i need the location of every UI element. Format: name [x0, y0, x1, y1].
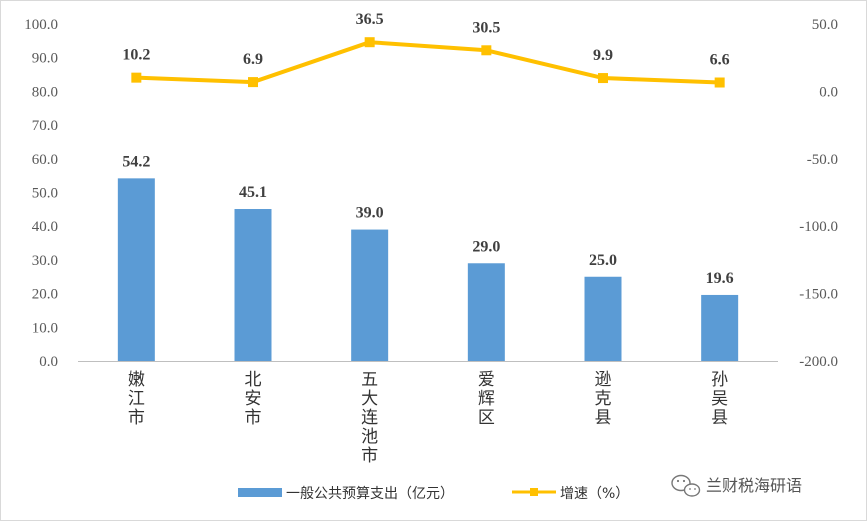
y-right-tick-label: 0.0 — [819, 84, 838, 100]
y-left-tick-label: 50.0 — [32, 186, 58, 202]
bar-孙吴县 — [701, 294, 739, 361]
legend-swatch-bar — [238, 488, 282, 497]
bar-五大连池市 — [351, 229, 389, 361]
y-left-tick-label: 10.0 — [32, 320, 58, 336]
legend-label-bar: 一般公共预算支出（亿元） — [286, 486, 454, 502]
y-right-tick-label: -50.0 — [807, 152, 838, 168]
bar-北安市 — [234, 209, 272, 361]
bar-逊克县 — [584, 276, 622, 361]
x-tick-label: 爱辉区 — [478, 370, 495, 428]
x-tick-label: 北安市 — [245, 370, 262, 428]
x-tick-label: 嫩江市 — [128, 370, 145, 428]
growth-data-label: 10.2 — [122, 47, 150, 64]
watermark: 兰财税海研语 — [671, 474, 802, 497]
x-tick-label: 孙吴县 — [711, 370, 728, 428]
y-right-tick-label: -150.0 — [799, 287, 838, 303]
x-tick-label: 五大连池市 — [361, 370, 378, 466]
growth-point — [131, 72, 142, 83]
bar-嫩江市 — [117, 178, 155, 361]
bar-data-label: 45.1 — [239, 184, 267, 201]
growth-data-label: 9.9 — [593, 47, 613, 64]
y-right-tick-label: -100.0 — [799, 219, 838, 235]
growth-line — [136, 40, 720, 85]
bar-data-label: 19.6 — [706, 270, 734, 287]
bar-data-label: 54.2 — [122, 153, 150, 170]
growth-point — [364, 37, 375, 48]
y-left-tick-label: 100.0 — [24, 17, 58, 33]
bar-爱辉区 — [467, 263, 505, 361]
y-left-tick-label: 80.0 — [32, 84, 58, 100]
bar-data-label: 29.0 — [472, 238, 500, 255]
growth-data-label: 30.5 — [472, 19, 500, 36]
y-left-tick-label: 70.0 — [32, 118, 58, 134]
x-tick-label: 逊克县 — [595, 370, 612, 428]
growth-data-label: 36.5 — [356, 11, 384, 28]
chart-marks: 0.0 10.0 20.0 30.0 40.0 50.0 60.0 70.0 80.0 90.0 1… — [24, 11, 838, 466]
y-left-tick-label: 60.0 — [32, 152, 58, 168]
y-left-tick-label: 90.0 — [32, 51, 58, 67]
y-left-tick-label: 0.0 — [39, 354, 58, 370]
growth-point — [481, 45, 492, 56]
growth-data-label: 6.6 — [710, 52, 730, 69]
growth-point — [248, 77, 258, 88]
y-right-tick-label: 50.0 — [812, 17, 838, 33]
legend-swatch-marker — [530, 488, 538, 496]
y-left-tick-label: 40.0 — [32, 219, 58, 235]
growth-point — [598, 73, 608, 84]
bar-data-label: 39.0 — [356, 205, 384, 222]
y-right-tick-label: -200.0 — [799, 354, 838, 370]
legend-label-line: 增速（%） — [560, 486, 629, 502]
y-left-tick-label: 20.0 — [32, 287, 58, 303]
wechat-icon — [671, 474, 701, 497]
y-left-tick-label: 30.0 — [32, 253, 58, 269]
bar-data-label: 25.0 — [589, 252, 617, 269]
legend: 一般公共预算支出（亿元） 增速（%） — [238, 486, 629, 502]
growth-data-label: 6.9 — [243, 51, 263, 68]
growth-point — [714, 77, 725, 88]
watermark-text: 兰财税海研语 — [706, 476, 802, 495]
